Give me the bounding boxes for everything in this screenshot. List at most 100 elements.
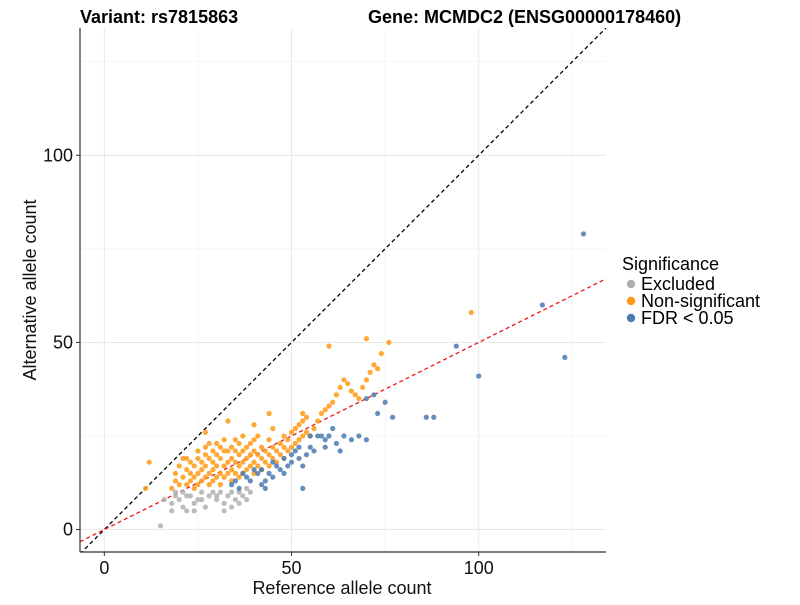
point-non-significant [202, 429, 209, 435]
point-non-significant [236, 452, 242, 458]
point-non-significant [191, 474, 197, 480]
point-fdr-0-05 [243, 474, 250, 480]
point-non-significant [191, 485, 197, 491]
x-axis-label: Reference allele count [252, 578, 431, 598]
point-non-significant [273, 459, 280, 465]
point-non-significant [221, 437, 227, 443]
point-non-significant [169, 485, 175, 491]
point-non-significant [199, 478, 205, 484]
x-tick-label: 0 [99, 558, 109, 578]
point-excluded [210, 489, 216, 495]
point-non-significant [184, 467, 190, 473]
point-non-significant [210, 459, 216, 465]
point-excluded [236, 500, 242, 506]
point-non-significant [236, 440, 242, 447]
point-fdr-0-05 [266, 470, 272, 476]
point-non-significant [303, 414, 310, 420]
point-non-significant [251, 448, 257, 454]
point-non-significant [352, 392, 358, 398]
point-non-significant [270, 425, 276, 432]
point-non-significant [217, 455, 223, 462]
point-excluded [191, 500, 197, 506]
point-non-significant [270, 444, 276, 450]
point-non-significant [292, 440, 298, 447]
point-fdr-0-05 [315, 433, 321, 439]
point-non-significant [363, 336, 369, 342]
point-non-significant [281, 444, 287, 450]
reference-line-identity [80, 28, 606, 552]
point-non-significant [210, 448, 216, 454]
point-non-significant [300, 433, 306, 439]
point-fdr-0-05 [322, 437, 328, 443]
legend: Significance ExcludedNon-significantFDR … [622, 254, 760, 328]
point-non-significant [255, 463, 261, 469]
point-non-significant [221, 448, 227, 454]
point-fdr-0-05 [273, 463, 280, 469]
point-excluded [199, 497, 205, 503]
point-fdr-0-05 [348, 437, 355, 443]
point-non-significant [202, 452, 209, 458]
point-fdr-0-05 [390, 414, 396, 420]
point-non-significant [240, 448, 246, 454]
point-non-significant [240, 433, 246, 439]
point-excluded [214, 493, 220, 499]
point-fdr-0-05 [476, 373, 482, 379]
point-non-significant [333, 392, 340, 398]
point-non-significant [180, 455, 186, 462]
point-fdr-0-05 [311, 448, 317, 454]
point-fdr-0-05 [288, 452, 295, 458]
point-fdr-0-05 [371, 392, 377, 398]
point-non-significant [184, 482, 190, 488]
legend-key [626, 296, 636, 306]
point-excluded [191, 508, 197, 514]
y-tick-label: 100 [43, 145, 73, 165]
point-non-significant [251, 437, 257, 443]
point-excluded [221, 508, 227, 514]
point-non-significant [225, 448, 231, 454]
point-fdr-0-05 [300, 485, 306, 491]
point-non-significant [206, 440, 212, 447]
point-non-significant [214, 440, 220, 447]
point-fdr-0-05 [240, 470, 246, 476]
point-non-significant [367, 369, 373, 375]
point-non-significant [281, 433, 287, 439]
point-non-significant [243, 444, 250, 450]
point-non-significant [206, 482, 212, 488]
point-non-significant [184, 455, 190, 462]
point-non-significant [210, 478, 216, 484]
point-non-significant [214, 474, 220, 480]
point-non-significant [277, 452, 283, 458]
point-non-significant [195, 455, 201, 462]
point-fdr-0-05 [236, 485, 242, 491]
y-tick-label: 50 [53, 332, 73, 352]
point-fdr-0-05 [262, 478, 268, 484]
point-non-significant [363, 377, 369, 383]
reference-line-fit [80, 278, 606, 543]
point-fdr-0-05 [307, 444, 313, 450]
point-non-significant [375, 366, 381, 372]
tick-labels: 0 50 100 0 50 100 [43, 145, 494, 578]
point-non-significant [258, 455, 265, 462]
point-fdr-0-05 [285, 463, 291, 469]
point-fdr-0-05 [363, 437, 369, 443]
point-non-significant [378, 351, 384, 357]
point-fdr-0-05 [277, 467, 283, 473]
point-fdr-0-05 [255, 470, 261, 476]
point-excluded [199, 489, 205, 495]
point-excluded [169, 500, 175, 506]
point-non-significant [236, 463, 242, 469]
point-non-significant [337, 384, 343, 390]
point-non-significant [206, 470, 212, 476]
point-fdr-0-05 [453, 343, 459, 349]
point-fdr-0-05 [258, 482, 265, 488]
point-non-significant [146, 459, 152, 465]
point-excluded [206, 493, 212, 499]
point-non-significant [187, 459, 194, 465]
point-non-significant [318, 410, 325, 417]
point-fdr-0-05 [300, 463, 306, 469]
point-excluded [247, 489, 253, 495]
title-gene: Gene: MCMDC2 (ENSG00000178460) [368, 7, 681, 27]
point-non-significant [232, 448, 238, 454]
point-non-significant [300, 410, 306, 417]
